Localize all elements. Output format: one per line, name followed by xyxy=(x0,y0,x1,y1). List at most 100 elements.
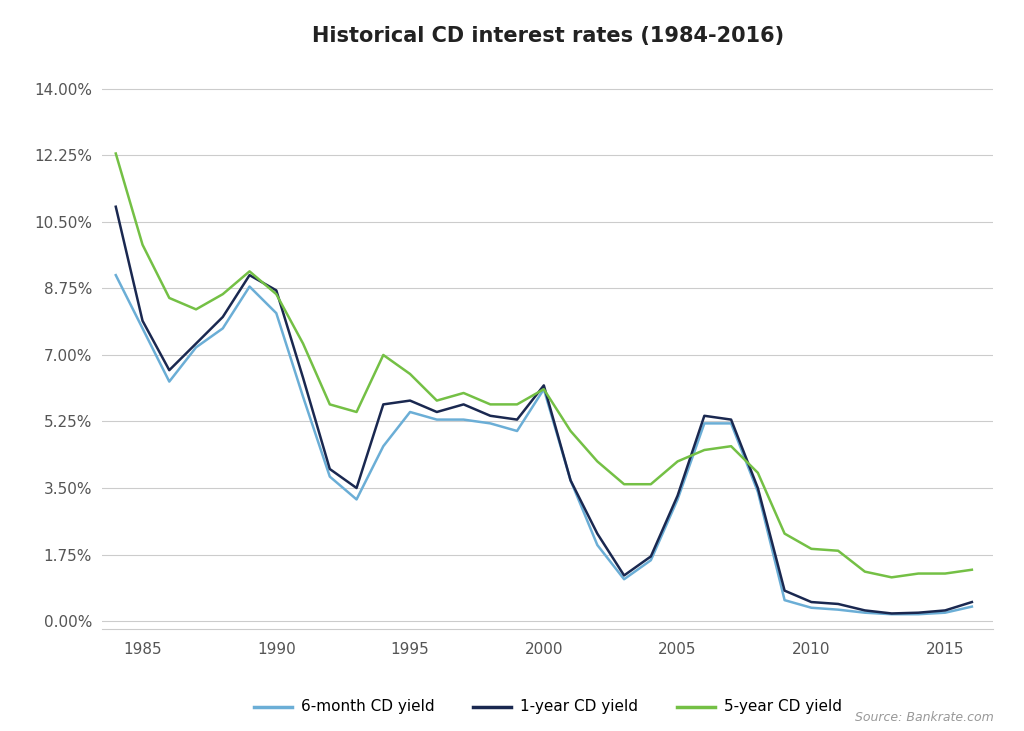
5-year CD yield xyxy=(350,408,362,417)
5-year CD yield xyxy=(244,267,256,276)
6-month CD yield xyxy=(859,608,871,617)
5-year CD yield xyxy=(403,370,416,379)
5-year CD yield xyxy=(805,545,817,553)
5-year CD yield xyxy=(939,569,951,578)
1-year CD yield xyxy=(966,598,978,607)
5-year CD yield xyxy=(270,289,283,298)
6-month CD yield xyxy=(403,408,416,417)
5-year CD yield xyxy=(672,457,684,466)
1-year CD yield xyxy=(698,412,711,420)
Legend: 6-month CD yield, 1-year CD yield, 5-year CD yield: 6-month CD yield, 1-year CD yield, 5-yea… xyxy=(248,693,848,721)
5-year CD yield xyxy=(484,400,497,409)
1-year CD yield xyxy=(752,484,764,493)
1-year CD yield xyxy=(939,606,951,615)
6-month CD yield xyxy=(538,385,550,393)
1-year CD yield xyxy=(672,491,684,500)
5-year CD yield xyxy=(136,240,148,249)
Line: 1-year CD yield: 1-year CD yield xyxy=(116,207,972,613)
6-month CD yield xyxy=(458,415,470,424)
6-month CD yield xyxy=(805,603,817,612)
5-year CD yield xyxy=(831,546,844,555)
6-month CD yield xyxy=(217,324,229,333)
6-month CD yield xyxy=(912,610,925,618)
1-year CD yield xyxy=(110,202,122,211)
5-year CD yield xyxy=(859,567,871,576)
6-month CD yield xyxy=(831,605,844,614)
5-year CD yield xyxy=(511,400,523,409)
6-month CD yield xyxy=(297,393,309,401)
1-year CD yield xyxy=(511,415,523,424)
1-year CD yield xyxy=(431,408,443,417)
1-year CD yield xyxy=(324,465,336,474)
Line: 5-year CD yield: 5-year CD yield xyxy=(116,154,972,577)
6-month CD yield xyxy=(484,419,497,428)
1-year CD yield xyxy=(270,286,283,295)
5-year CD yield xyxy=(163,294,175,303)
6-month CD yield xyxy=(591,541,603,550)
1-year CD yield xyxy=(912,608,925,617)
1-year CD yield xyxy=(564,476,577,485)
1-year CD yield xyxy=(350,484,362,493)
Line: 6-month CD yield: 6-month CD yield xyxy=(116,275,972,614)
1-year CD yield xyxy=(617,571,630,580)
6-month CD yield xyxy=(270,308,283,317)
6-month CD yield xyxy=(778,596,791,605)
1-year CD yield xyxy=(538,381,550,390)
6-month CD yield xyxy=(377,442,389,450)
6-month CD yield xyxy=(110,270,122,279)
5-year CD yield xyxy=(324,400,336,409)
1-year CD yield xyxy=(297,374,309,382)
5-year CD yield xyxy=(617,480,630,488)
1-year CD yield xyxy=(189,339,202,348)
1-year CD yield xyxy=(645,552,657,561)
1-year CD yield xyxy=(244,270,256,279)
5-year CD yield xyxy=(377,351,389,360)
1-year CD yield xyxy=(805,598,817,607)
6-month CD yield xyxy=(244,282,256,291)
5-year CD yield xyxy=(217,289,229,298)
5-year CD yield xyxy=(698,446,711,455)
5-year CD yield xyxy=(752,469,764,477)
1-year CD yield xyxy=(886,609,898,618)
6-month CD yield xyxy=(939,608,951,617)
5-year CD yield xyxy=(725,442,737,450)
1-year CD yield xyxy=(458,400,470,409)
Text: Source: Bankrate.com: Source: Bankrate.com xyxy=(855,711,993,724)
1-year CD yield xyxy=(377,400,389,409)
5-year CD yield xyxy=(297,339,309,348)
6-month CD yield xyxy=(645,556,657,564)
6-month CD yield xyxy=(136,324,148,333)
6-month CD yield xyxy=(672,495,684,504)
5-year CD yield xyxy=(189,305,202,314)
6-month CD yield xyxy=(163,377,175,386)
5-year CD yield xyxy=(966,565,978,574)
6-month CD yield xyxy=(564,476,577,485)
5-year CD yield xyxy=(645,480,657,488)
6-month CD yield xyxy=(966,602,978,611)
6-month CD yield xyxy=(511,427,523,436)
6-month CD yield xyxy=(617,575,630,583)
5-year CD yield xyxy=(538,385,550,393)
6-month CD yield xyxy=(189,343,202,352)
5-year CD yield xyxy=(564,427,577,436)
5-year CD yield xyxy=(778,529,791,538)
6-month CD yield xyxy=(431,415,443,424)
5-year CD yield xyxy=(912,569,925,578)
1-year CD yield xyxy=(778,586,791,595)
1-year CD yield xyxy=(725,415,737,424)
5-year CD yield xyxy=(591,457,603,466)
1-year CD yield xyxy=(136,317,148,325)
1-year CD yield xyxy=(163,366,175,374)
6-month CD yield xyxy=(886,610,898,618)
1-year CD yield xyxy=(831,599,844,608)
6-month CD yield xyxy=(324,472,336,481)
6-month CD yield xyxy=(725,419,737,428)
5-year CD yield xyxy=(110,149,122,158)
1-year CD yield xyxy=(217,313,229,322)
6-month CD yield xyxy=(350,495,362,504)
5-year CD yield xyxy=(431,396,443,405)
5-year CD yield xyxy=(458,389,470,398)
1-year CD yield xyxy=(484,412,497,420)
Title: Historical CD interest rates (1984-2016): Historical CD interest rates (1984-2016) xyxy=(311,26,784,46)
6-month CD yield xyxy=(752,488,764,496)
